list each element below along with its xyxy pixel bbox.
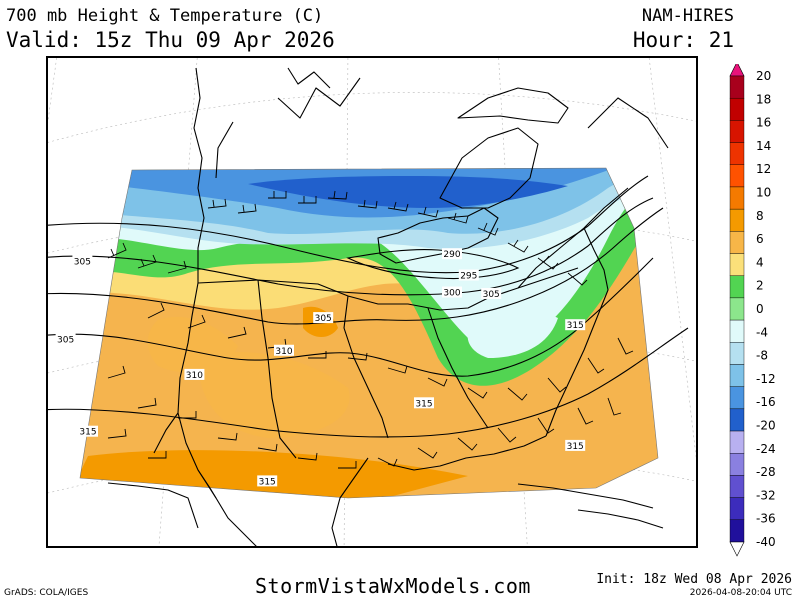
init-time: Init: 18z Wed 08 Apr 2026 — [596, 572, 792, 587]
colorbar-label: -4 — [756, 325, 768, 339]
contour-label-bg — [184, 368, 205, 380]
colorbar-swatch — [729, 430, 745, 454]
contour-label: 315 — [567, 442, 584, 452]
colorbar-swatch — [729, 453, 745, 476]
colorbar-label: -32 — [756, 488, 776, 502]
height-contours — [48, 175, 689, 438]
contour-label-bg — [274, 344, 294, 356]
contour-label: 305 — [483, 290, 500, 300]
contour-label: 300 — [443, 289, 460, 299]
colorbar-label: 14 — [756, 139, 771, 153]
contour-label-bg — [414, 397, 434, 409]
contour-label-bg — [565, 439, 586, 451]
contour-label-bg — [442, 286, 462, 298]
contour-label-bg — [565, 319, 586, 331]
colorbar-label: 10 — [756, 186, 771, 200]
colorbar-label: 18 — [756, 92, 771, 106]
colorbar-top-arrow — [729, 64, 745, 77]
contour-label-bg — [481, 287, 502, 299]
generated-time: 2026-04-08-20:04 UTC — [689, 588, 792, 598]
colorbar-swatch — [729, 319, 745, 343]
colorbar-swatch — [729, 208, 745, 232]
contour-label: 305 — [57, 335, 74, 345]
colorbar-label: 4 — [756, 255, 764, 269]
wind-barbs — [107, 190, 634, 469]
colorbar-swatch — [729, 475, 745, 498]
contour-label: 290 — [443, 250, 460, 260]
colorbar-swatch — [729, 142, 745, 165]
colorbar-swatch — [729, 297, 745, 321]
colorbar-swatch — [729, 97, 745, 121]
contour-label-bg — [458, 269, 479, 281]
contour-label: 310 — [275, 347, 292, 357]
colorbar-swatch — [729, 497, 745, 521]
colorbar-swatch — [729, 253, 745, 276]
colorbar-swatch — [729, 386, 745, 410]
grads-credit: GrADS: COLA/IGES — [4, 588, 89, 598]
contour-label: 315 — [567, 321, 584, 331]
contour-label: 315 — [79, 428, 96, 438]
colorbar-swatch — [729, 342, 745, 365]
colorbar-label: 0 — [756, 302, 764, 316]
colorbar-swatch — [729, 120, 745, 143]
colorbar-label: -16 — [756, 395, 776, 409]
contour-label-bg — [78, 425, 98, 437]
model-name: NAM-HIRES — [641, 6, 734, 26]
colorbar-graphic: 20181614121086420-4-8-12-16-20-24-28-32-… — [729, 64, 776, 557]
colorbar-swatch — [729, 164, 745, 188]
chart-title: 700 mb Height & Temperature (C) — [6, 6, 324, 26]
contour-label-bg — [55, 333, 76, 345]
contour-label: 305 — [315, 314, 332, 324]
colorbar-swatch — [729, 75, 745, 99]
colorbar-label: 2 — [756, 279, 764, 293]
contour-label: 315 — [259, 477, 276, 487]
contour-label: 315 — [415, 399, 432, 409]
colorbar-label: -12 — [756, 372, 776, 386]
colorbar-label: -40 — [756, 535, 776, 549]
site-watermark: StormVistaWxModels.com — [255, 574, 531, 598]
contour-label: 310 — [186, 371, 203, 381]
forecast-hour: Hour: 21 — [632, 28, 734, 52]
valid-time: Valid: 15z Thu 09 Apr 2026 — [6, 28, 335, 52]
colorbar-swatch — [729, 519, 745, 543]
colorbar-label: 12 — [756, 162, 771, 176]
colorbar-swatch — [729, 364, 745, 387]
colorbar-swatch — [729, 186, 745, 210]
colorbar-label: -36 — [756, 512, 776, 526]
temperature-colorbar: 20 18 16 14 12 10 8 6 4 2 0 -4 -8 -12 -16 -20 -24 -28 -32-… — [724, 64, 798, 570]
colorbar-label: -20 — [756, 419, 776, 433]
colorbar-label: 16 — [756, 116, 771, 130]
colorbar-label: -28 — [756, 465, 776, 479]
colorbar-label: 20 — [756, 69, 771, 83]
colorbar-swatch — [729, 408, 745, 432]
colorbar-label: -24 — [756, 442, 776, 456]
contour-label-bg — [72, 255, 93, 267]
contour-label-bg — [442, 248, 462, 260]
contour-label: 295 — [460, 272, 477, 282]
contour-label-bg — [257, 475, 278, 487]
contour-label: 305 — [74, 257, 91, 267]
colorbar-swatch — [729, 231, 745, 254]
domain-boundary — [79, 167, 659, 499]
map-frame: 305 290 295 300 305 305 315 305 310 310 315 315 315 3… — [46, 56, 698, 548]
contour-label-bg — [313, 312, 334, 324]
colorbar-bottom-arrow — [729, 541, 745, 557]
coastlines — [107, 67, 669, 546]
colorbar-label: -8 — [756, 349, 768, 363]
colorbar-swatch — [729, 275, 745, 299]
colorbar-label: 8 — [756, 209, 764, 223]
colorbar-label: 6 — [756, 232, 764, 246]
